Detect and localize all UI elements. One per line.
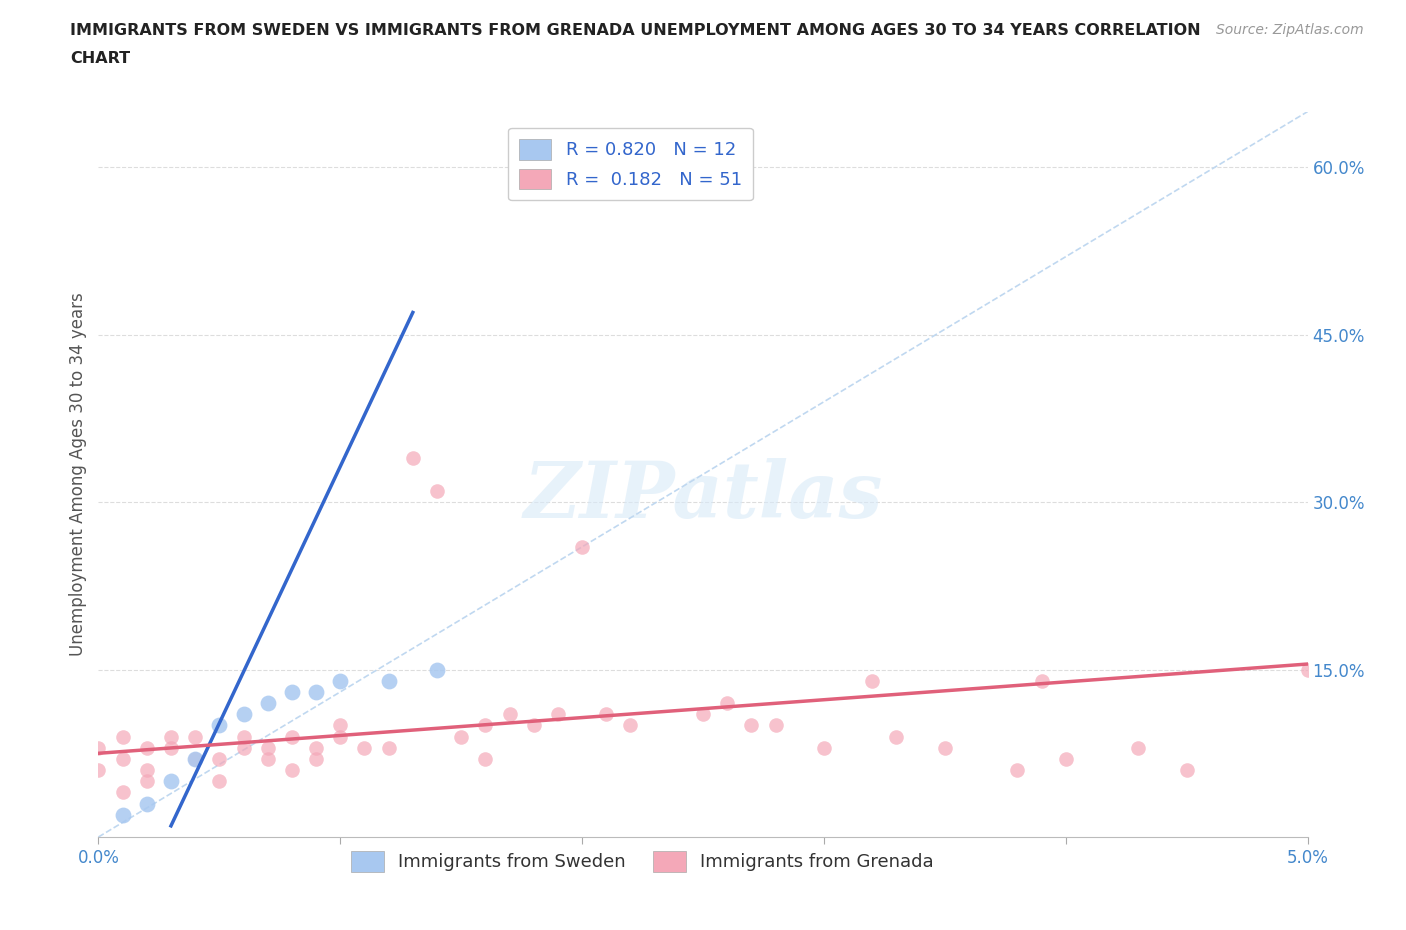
Point <box>329 729 352 744</box>
Point <box>595 707 617 722</box>
Point <box>329 718 352 733</box>
Point <box>353 740 375 755</box>
Point <box>474 718 496 733</box>
Point <box>860 673 883 688</box>
Point <box>232 707 254 722</box>
Point <box>160 729 183 744</box>
Point <box>474 751 496 766</box>
Point <box>1296 662 1319 677</box>
Point <box>232 729 254 744</box>
Point <box>692 707 714 722</box>
Text: IMMIGRANTS FROM SWEDEN VS IMMIGRANTS FROM GRENADA UNEMPLOYMENT AMONG AGES 30 TO : IMMIGRANTS FROM SWEDEN VS IMMIGRANTS FRO… <box>70 23 1201 38</box>
Point <box>208 751 231 766</box>
Point <box>256 751 278 766</box>
Point <box>716 696 738 711</box>
Point <box>281 729 304 744</box>
Point <box>1054 751 1077 766</box>
Point <box>208 718 231 733</box>
Point <box>377 673 399 688</box>
Point <box>377 740 399 755</box>
Point <box>135 774 157 789</box>
Point <box>135 740 157 755</box>
Point <box>184 751 207 766</box>
Point <box>329 673 352 688</box>
Point <box>619 718 641 733</box>
Point <box>1128 740 1150 755</box>
Point <box>426 484 449 498</box>
Point <box>886 729 908 744</box>
Point <box>934 740 956 755</box>
Point <box>111 751 134 766</box>
Point <box>765 718 787 733</box>
Point <box>450 729 472 744</box>
Point <box>1031 673 1053 688</box>
Point <box>305 751 328 766</box>
Point <box>426 662 449 677</box>
Legend: Immigrants from Sweden, Immigrants from Grenada: Immigrants from Sweden, Immigrants from … <box>344 844 941 879</box>
Point <box>184 729 207 744</box>
Point <box>1175 763 1198 777</box>
Point <box>232 740 254 755</box>
Point <box>305 740 328 755</box>
Point <box>111 785 134 800</box>
Point <box>135 763 157 777</box>
Point <box>402 450 425 465</box>
Point <box>547 707 569 722</box>
Point <box>498 707 520 722</box>
Point <box>184 751 207 766</box>
Text: Source: ZipAtlas.com: Source: ZipAtlas.com <box>1216 23 1364 37</box>
Point <box>281 763 304 777</box>
Point <box>111 729 134 744</box>
Point <box>111 807 134 822</box>
Point <box>208 774 231 789</box>
Point <box>160 774 183 789</box>
Point <box>160 740 183 755</box>
Point <box>256 740 278 755</box>
Point <box>87 763 110 777</box>
Point <box>813 740 835 755</box>
Point <box>740 718 762 733</box>
Point <box>305 684 328 699</box>
Point <box>87 740 110 755</box>
Point <box>135 796 157 811</box>
Point <box>256 696 278 711</box>
Text: ZIPatlas: ZIPatlas <box>523 458 883 535</box>
Y-axis label: Unemployment Among Ages 30 to 34 years: Unemployment Among Ages 30 to 34 years <box>69 292 87 657</box>
Point <box>571 539 593 554</box>
Point <box>281 684 304 699</box>
Text: CHART: CHART <box>70 51 131 66</box>
Point <box>1007 763 1029 777</box>
Point <box>523 718 546 733</box>
